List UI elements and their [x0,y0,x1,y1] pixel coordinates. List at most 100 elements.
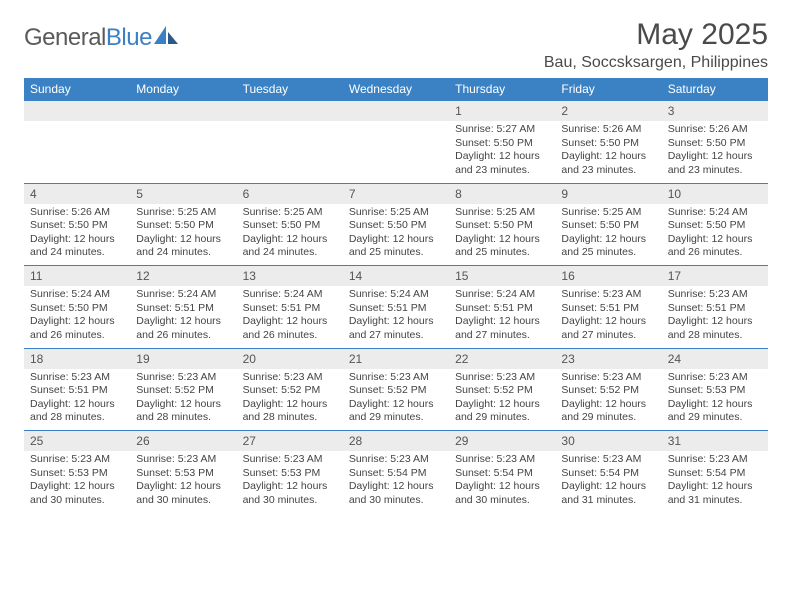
day-data: Sunrise: 5:27 AMSunset: 5:50 PMDaylight:… [449,121,555,183]
sunset-line: Sunset: 5:51 PM [668,302,762,316]
day-number: 25 [24,431,130,452]
week-1-number-row: 45678910 [24,183,768,204]
sunset-line: Sunset: 5:50 PM [30,302,124,316]
daylight-line: Daylight: 12 hours and 28 minutes. [668,315,762,342]
day-data: Sunrise: 5:23 AMSunset: 5:51 PMDaylight:… [662,286,768,348]
sunrise-line: Sunrise: 5:25 AM [561,206,655,220]
day-data: Sunrise: 5:24 AMSunset: 5:51 PMDaylight:… [130,286,236,348]
sunrise-line: Sunrise: 5:23 AM [561,453,655,467]
day-data: Sunrise: 5:25 AMSunset: 5:50 PMDaylight:… [237,204,343,266]
day-number: 26 [130,431,236,452]
sunset-line: Sunset: 5:50 PM [243,219,337,233]
day-data: Sunrise: 5:26 AMSunset: 5:50 PMDaylight:… [555,121,661,183]
sunrise-line: Sunrise: 5:23 AM [561,371,655,385]
daylight-line: Daylight: 12 hours and 31 minutes. [668,480,762,507]
empty-day-number [237,101,343,122]
day-header-saturday: Saturday [662,78,768,101]
sunset-line: Sunset: 5:50 PM [455,219,549,233]
day-data: Sunrise: 5:24 AMSunset: 5:50 PMDaylight:… [662,204,768,266]
sunrise-line: Sunrise: 5:26 AM [561,123,655,137]
sunrise-line: Sunrise: 5:23 AM [349,453,443,467]
daylight-line: Daylight: 12 hours and 30 minutes. [30,480,124,507]
logo: GeneralBlue [24,24,180,52]
sunset-line: Sunset: 5:54 PM [668,467,762,481]
sunset-line: Sunset: 5:51 PM [561,302,655,316]
daylight-line: Daylight: 12 hours and 29 minutes. [561,398,655,425]
sunrise-line: Sunrise: 5:25 AM [455,206,549,220]
sunset-line: Sunset: 5:52 PM [136,384,230,398]
day-number: 8 [449,183,555,204]
sunset-line: Sunset: 5:52 PM [561,384,655,398]
sunrise-line: Sunrise: 5:23 AM [136,453,230,467]
sunset-line: Sunset: 5:50 PM [668,219,762,233]
day-header-friday: Friday [555,78,661,101]
day-number: 7 [343,183,449,204]
day-number: 5 [130,183,236,204]
daylight-line: Daylight: 12 hours and 25 minutes. [561,233,655,260]
daylight-line: Daylight: 12 hours and 30 minutes. [243,480,337,507]
day-data: Sunrise: 5:23 AMSunset: 5:51 PMDaylight:… [555,286,661,348]
sail-icon [154,26,180,51]
week-3-number-row: 18192021222324 [24,348,768,369]
sunset-line: Sunset: 5:53 PM [30,467,124,481]
sunrise-line: Sunrise: 5:24 AM [30,288,124,302]
daylight-line: Daylight: 12 hours and 26 minutes. [30,315,124,342]
day-number: 9 [555,183,661,204]
week-0-number-row: 123 [24,101,768,122]
sunset-line: Sunset: 5:50 PM [30,219,124,233]
week-0-data-row: Sunrise: 5:27 AMSunset: 5:50 PMDaylight:… [24,121,768,183]
day-data: Sunrise: 5:23 AMSunset: 5:52 PMDaylight:… [343,369,449,431]
daylight-line: Daylight: 12 hours and 24 minutes. [243,233,337,260]
empty-day-data [130,121,236,183]
day-number: 17 [662,266,768,287]
day-number: 18 [24,348,130,369]
sunrise-line: Sunrise: 5:23 AM [243,453,337,467]
empty-day-number [130,101,236,122]
day-data: Sunrise: 5:23 AMSunset: 5:53 PMDaylight:… [130,451,236,513]
daylight-line: Daylight: 12 hours and 29 minutes. [668,398,762,425]
daylight-line: Daylight: 12 hours and 30 minutes. [455,480,549,507]
day-number: 12 [130,266,236,287]
daylight-line: Daylight: 12 hours and 26 minutes. [243,315,337,342]
sunrise-line: Sunrise: 5:23 AM [136,371,230,385]
day-data: Sunrise: 5:23 AMSunset: 5:54 PMDaylight:… [662,451,768,513]
sunrise-line: Sunrise: 5:26 AM [668,123,762,137]
sunset-line: Sunset: 5:52 PM [243,384,337,398]
sunset-line: Sunset: 5:51 PM [455,302,549,316]
daylight-line: Daylight: 12 hours and 30 minutes. [349,480,443,507]
day-number: 4 [24,183,130,204]
day-data: Sunrise: 5:24 AMSunset: 5:51 PMDaylight:… [237,286,343,348]
day-data: Sunrise: 5:23 AMSunset: 5:52 PMDaylight:… [555,369,661,431]
calendar-body: 123Sunrise: 5:27 AMSunset: 5:50 PMDaylig… [24,101,768,514]
day-number: 2 [555,101,661,122]
day-number: 20 [237,348,343,369]
week-1-data-row: Sunrise: 5:26 AMSunset: 5:50 PMDaylight:… [24,204,768,266]
daylight-line: Daylight: 12 hours and 30 minutes. [136,480,230,507]
day-data: Sunrise: 5:23 AMSunset: 5:54 PMDaylight:… [555,451,661,513]
sunrise-line: Sunrise: 5:23 AM [243,371,337,385]
sunrise-line: Sunrise: 5:23 AM [561,288,655,302]
sunrise-line: Sunrise: 5:27 AM [455,123,549,137]
day-number: 14 [343,266,449,287]
day-data: Sunrise: 5:23 AMSunset: 5:53 PMDaylight:… [24,451,130,513]
sunrise-line: Sunrise: 5:24 AM [243,288,337,302]
day-number: 21 [343,348,449,369]
sunset-line: Sunset: 5:50 PM [455,137,549,151]
day-number: 27 [237,431,343,452]
daylight-line: Daylight: 12 hours and 27 minutes. [561,315,655,342]
sunset-line: Sunset: 5:50 PM [561,219,655,233]
sunrise-line: Sunrise: 5:25 AM [136,206,230,220]
day-number: 24 [662,348,768,369]
day-number: 30 [555,431,661,452]
day-number: 19 [130,348,236,369]
daylight-line: Daylight: 12 hours and 29 minutes. [455,398,549,425]
sunset-line: Sunset: 5:53 PM [136,467,230,481]
sunrise-line: Sunrise: 5:23 AM [349,371,443,385]
day-data: Sunrise: 5:24 AMSunset: 5:50 PMDaylight:… [24,286,130,348]
day-data: Sunrise: 5:23 AMSunset: 5:52 PMDaylight:… [449,369,555,431]
empty-day-data [24,121,130,183]
day-data: Sunrise: 5:25 AMSunset: 5:50 PMDaylight:… [343,204,449,266]
day-data: Sunrise: 5:23 AMSunset: 5:51 PMDaylight:… [24,369,130,431]
day-number: 29 [449,431,555,452]
day-data: Sunrise: 5:25 AMSunset: 5:50 PMDaylight:… [555,204,661,266]
